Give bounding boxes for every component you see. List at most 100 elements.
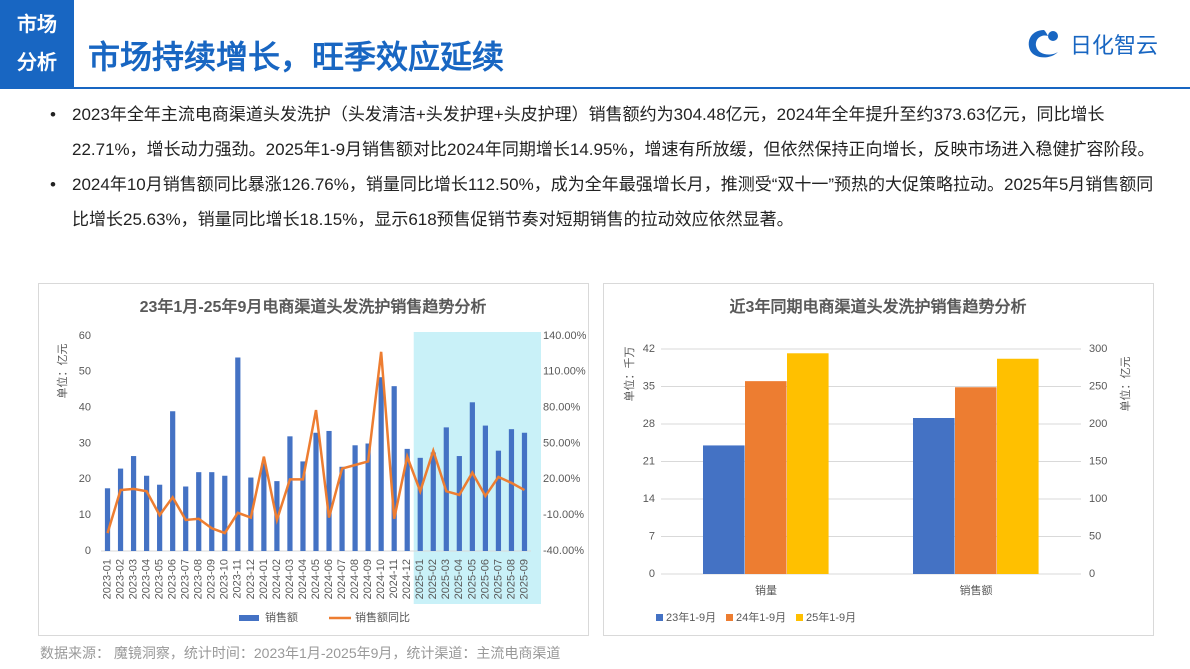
x-tick-label: 2024-05 (310, 559, 322, 599)
y2-tick-label: -40.00% (543, 545, 584, 557)
x-tick-label: 2023-01 (101, 559, 113, 599)
y2-tick-label: 300 (1089, 343, 1107, 355)
logo-text: 日化智云 (1069, 33, 1158, 58)
x-tick-label: 2025-09 (518, 559, 530, 599)
header-rule (0, 87, 1190, 89)
x-tick-label: 2025-01 (414, 559, 426, 599)
x-tick-label: 2023-09 (206, 559, 218, 599)
bar (703, 445, 745, 574)
section-tag: 市场 分析 (0, 0, 74, 88)
bar (404, 448, 410, 551)
y2-tick-label: 200 (1089, 418, 1107, 430)
y-tick-label: 10 (79, 509, 91, 521)
legend-label: 23年1-9月 (666, 610, 716, 624)
y-tick-label: 60 (79, 330, 91, 342)
bar (482, 425, 488, 551)
x-tick-label: 2025-05 (466, 559, 478, 599)
x-tick-label: 2025-08 (505, 559, 517, 599)
tag-line: 分析 (17, 52, 57, 74)
bar (997, 358, 1039, 574)
x-tick-label: 2024-03 (284, 559, 296, 599)
x-tick-label: 2024-09 (362, 559, 374, 599)
y2-tick-label: -10.00% (543, 509, 584, 521)
bar (745, 381, 787, 574)
x-tick-label: 2024-07 (336, 559, 348, 599)
bar (391, 386, 397, 551)
legend-label: 销售额同比 (355, 610, 410, 624)
x-tick-label: 2025-02 (427, 559, 439, 599)
bar (495, 450, 502, 551)
x-tick-label: 2024-11 (388, 559, 400, 599)
bar (787, 353, 829, 574)
bar (104, 488, 111, 551)
bar (521, 432, 528, 551)
bullet: 2024年10月销售额同比暴涨126.76%，销量同比增长112.50%，成为全… (50, 167, 1162, 237)
y2-tick-label: 140.00% (543, 330, 587, 342)
chart-title: 23年1月-25年9月电商渠道头发洗护销售趋势分析 (140, 297, 487, 316)
legend-swatch (796, 614, 803, 621)
bar (157, 484, 163, 551)
y2-tick-label: 20.00% (543, 473, 581, 485)
x-tick-label: 2024-01 (258, 559, 270, 599)
y-tick-label: 40 (79, 402, 91, 414)
bar (209, 472, 215, 551)
y2-axis-label: 单位：亿元 (1118, 357, 1132, 412)
legend-label: 24年1-9月 (736, 610, 786, 624)
y2-tick-label: 110.00% (543, 366, 586, 378)
y-tick-label: 0 (85, 545, 91, 557)
y2-tick-label: 150 (1089, 455, 1107, 467)
chart-panel: 近3年同期电商渠道头发洗护销售趋势分析 单位：千万 单位：亿元 0 7 14 21 28 35 4… (603, 283, 1154, 636)
x-tick-label: 2025-06 (479, 559, 491, 599)
x-tick-label: 2023-04 (141, 559, 153, 599)
x-tick-label: 销量 (755, 583, 777, 597)
bar (430, 452, 436, 551)
logo-icon (1028, 30, 1058, 58)
y-axis-label: 单位：亿元 (55, 344, 69, 399)
x-tick-label: 2024-06 (323, 559, 335, 599)
chart-title: 近3年同期电商渠道头发洗护销售趋势分析 (730, 297, 1027, 316)
bar (326, 430, 332, 551)
logo: 日化智云 (1024, 26, 1158, 62)
slide-title: 市场持续增长，旺季效应延续 (88, 39, 505, 75)
legend-label: 25年1-9月 (806, 610, 856, 624)
bar (378, 377, 384, 551)
y-tick-label: 42 (643, 343, 655, 355)
bar (352, 445, 358, 551)
bar (469, 402, 475, 551)
x-tick-label: 2024-08 (349, 559, 361, 599)
chart-panel: 23年1月-25年9月电商渠道头发洗护销售趋势分析 单位：亿元 0 10 20 30 40 5… (38, 283, 589, 636)
legend-swatch (656, 614, 663, 621)
x-tick-label: 2023-12 (245, 559, 257, 599)
bullet: 2023年全年主流电商渠道头发洗护（头发清洁+头发护理+头皮护理）销售额约为30… (50, 97, 1162, 167)
line (106, 351, 526, 535)
x-tick-label: 2025-07 (492, 559, 504, 599)
bar (287, 436, 293, 551)
y-tick-label: 0 (649, 568, 655, 580)
bar (196, 472, 202, 551)
y2-tick-label: 80.00% (543, 402, 581, 414)
bar (144, 475, 150, 551)
y-tick-label: 50 (79, 366, 91, 378)
y-axis-label: 单位：千万 (622, 347, 636, 402)
y2-tick-label: 250 (1089, 380, 1107, 392)
y2-tick-label: 50.00% (543, 437, 581, 449)
bar (313, 432, 319, 551)
bar (170, 411, 176, 551)
bar (417, 457, 423, 551)
bar (508, 429, 515, 551)
legend-label: 销售额 (265, 610, 298, 624)
y-tick-label: 30 (79, 437, 91, 449)
y-tick-label: 7 (649, 530, 655, 542)
x-tick-label: 2023-02 (114, 559, 126, 599)
x-tick-label: 2023-08 (193, 559, 205, 599)
bullet-list: 2023年全年主流电商渠道头发洗护（头发清洁+头发护理+头皮护理）销售额约为30… (50, 97, 1162, 237)
x-tick-label: 2023-11 (232, 559, 244, 599)
legend-swatch (726, 614, 733, 621)
legend-swatch (239, 615, 259, 621)
bar (117, 468, 124, 551)
x-tick-label: 2025-03 (440, 559, 452, 599)
source-note: 数据来源： 魔镜洞察，统计时间：2023年1月-2025年9月，统计渠道：主流电… (40, 645, 561, 661)
x-tick-label: 2024-12 (401, 559, 413, 599)
